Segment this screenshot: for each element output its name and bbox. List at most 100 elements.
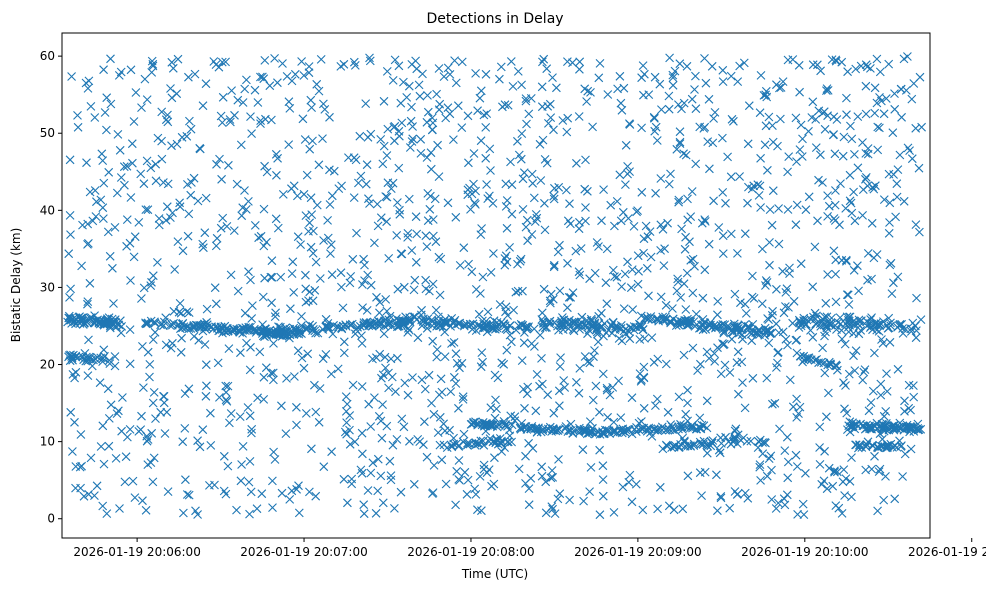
noise-detection bbox=[441, 479, 451, 489]
noise-detection bbox=[411, 212, 421, 222]
noise-detection bbox=[792, 462, 802, 471]
noise-detection bbox=[598, 491, 608, 501]
noise-detection bbox=[202, 304, 212, 314]
noise-detection bbox=[798, 499, 808, 509]
noise-detection bbox=[278, 190, 288, 199]
noise-detection bbox=[485, 144, 495, 154]
noise-detection bbox=[562, 127, 572, 137]
noise-detection bbox=[290, 69, 300, 79]
noise-detection bbox=[296, 240, 305, 249]
noise-detection bbox=[843, 290, 853, 300]
noise-detection bbox=[354, 178, 363, 188]
noise-detection bbox=[842, 93, 851, 103]
noise-detection bbox=[370, 238, 379, 248]
noise-detection bbox=[727, 334, 737, 344]
noise-detection bbox=[102, 509, 112, 518]
noise-detection bbox=[868, 386, 878, 396]
noise-detection bbox=[76, 483, 85, 493]
noise-detection bbox=[393, 284, 403, 294]
noise-detection bbox=[804, 126, 813, 136]
noise-detection bbox=[672, 286, 682, 296]
noise-detection bbox=[109, 299, 118, 308]
noise-detection bbox=[663, 218, 672, 228]
noise-detection bbox=[730, 289, 740, 299]
noise-detection bbox=[682, 61, 692, 71]
noise-detection bbox=[674, 392, 684, 402]
noise-detection bbox=[157, 136, 166, 146]
noise-detection bbox=[893, 364, 903, 374]
track-a-detection bbox=[66, 313, 75, 323]
noise-detection bbox=[160, 429, 170, 438]
noise-detection bbox=[617, 105, 627, 115]
noise-detection bbox=[755, 181, 765, 191]
noise-detection bbox=[858, 138, 867, 147]
noise-detection bbox=[579, 496, 588, 506]
noise-detection bbox=[502, 223, 512, 233]
noise-detection bbox=[262, 167, 272, 177]
noise-detection bbox=[870, 83, 880, 93]
noise-detection bbox=[268, 368, 278, 378]
noise-detection bbox=[548, 73, 557, 82]
noise-detection bbox=[321, 350, 331, 359]
noise-detection bbox=[238, 203, 248, 213]
noise-detection bbox=[877, 96, 886, 106]
noise-detection bbox=[306, 193, 316, 203]
noise-detection bbox=[546, 473, 556, 483]
noise-detection bbox=[315, 274, 325, 283]
track-b-detection bbox=[157, 319, 167, 328]
noise-detection bbox=[293, 191, 302, 201]
noise-detection bbox=[837, 509, 847, 518]
noise-detection bbox=[521, 222, 531, 232]
noise-detection bbox=[226, 409, 236, 418]
noise-detection bbox=[471, 186, 480, 196]
noise-detection bbox=[792, 394, 801, 404]
noise-detection bbox=[65, 211, 75, 220]
noise-detection bbox=[366, 129, 376, 139]
track-m-detection bbox=[683, 441, 693, 451]
noise-detection bbox=[774, 328, 784, 337]
noise-detection bbox=[408, 134, 418, 144]
noise-detection bbox=[154, 220, 164, 230]
noise-detection bbox=[517, 356, 527, 365]
noise-detection bbox=[221, 57, 230, 67]
noise-detection bbox=[861, 173, 871, 182]
noise-detection bbox=[382, 151, 392, 160]
track-e-detection bbox=[577, 321, 587, 331]
noise-detection bbox=[467, 267, 477, 277]
noise-detection bbox=[175, 198, 184, 208]
track-j-detection bbox=[462, 440, 472, 450]
noise-detection bbox=[99, 65, 108, 75]
track-e-detection bbox=[594, 311, 604, 321]
noise-detection bbox=[151, 176, 161, 186]
noise-detection bbox=[869, 253, 879, 263]
track-f-detection bbox=[720, 320, 730, 330]
noise-detection bbox=[378, 400, 387, 409]
noise-detection bbox=[417, 375, 427, 385]
noise-detection bbox=[143, 435, 153, 444]
noise-detection bbox=[130, 493, 140, 502]
track-n-detection bbox=[916, 424, 926, 434]
noise-detection bbox=[853, 112, 863, 121]
noise-detection bbox=[761, 281, 770, 290]
track-l-detection bbox=[697, 420, 707, 430]
noise-detection bbox=[629, 222, 639, 231]
noise-detection bbox=[328, 329, 338, 339]
noise-detection bbox=[182, 131, 192, 141]
noise-detection bbox=[652, 136, 662, 145]
noise-detection bbox=[705, 164, 714, 174]
noise-detection bbox=[598, 461, 608, 471]
noise-detection bbox=[911, 220, 921, 229]
noise-detection bbox=[762, 92, 772, 102]
noise-detection bbox=[194, 335, 204, 345]
noise-detection bbox=[884, 169, 894, 179]
noise-detection bbox=[399, 422, 409, 432]
noise-detection bbox=[147, 68, 157, 77]
noise-detection bbox=[103, 384, 113, 394]
noise-detection bbox=[277, 401, 286, 411]
track-g-detection bbox=[845, 312, 855, 322]
track-c-detection bbox=[271, 330, 281, 339]
noise-detection bbox=[236, 476, 246, 486]
noise-detection bbox=[149, 453, 159, 463]
noise-detection bbox=[518, 205, 528, 214]
track-o-detection bbox=[897, 441, 906, 450]
